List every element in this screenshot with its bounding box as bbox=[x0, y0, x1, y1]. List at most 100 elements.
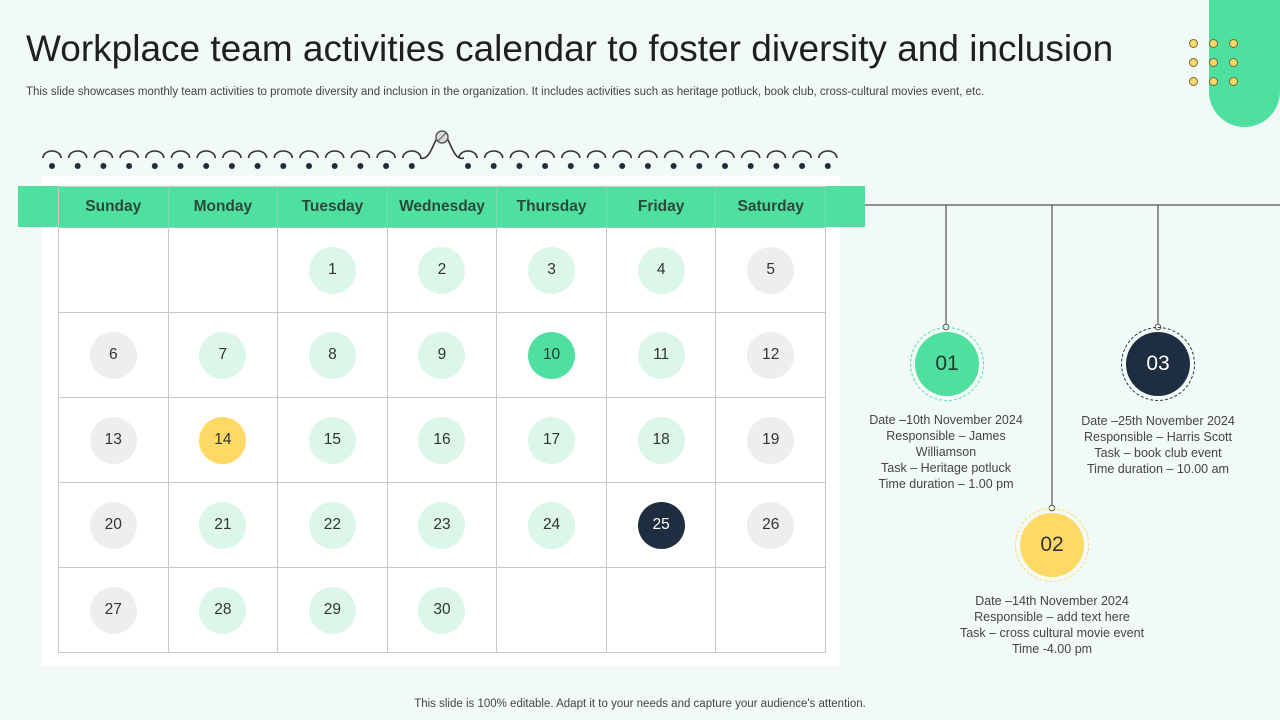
date-circle: 18 bbox=[637, 416, 685, 464]
event-marker-1: 01 bbox=[910, 327, 984, 401]
calendar-cell bbox=[497, 568, 607, 653]
date-circle: 22 bbox=[308, 501, 356, 549]
event-marker-3: 03 bbox=[1121, 327, 1195, 401]
calendar-cell: 23 bbox=[387, 483, 498, 568]
calendar-cell: 27 bbox=[59, 568, 169, 653]
date-circle: 4 bbox=[637, 246, 685, 294]
event-number-1: 01 bbox=[915, 332, 979, 396]
calendar-cell bbox=[606, 568, 717, 653]
date-circle: 3 bbox=[528, 246, 576, 294]
date-circle: 21 bbox=[199, 501, 247, 549]
calendar-grid: Sunday Monday Tuesday Wednesday Thursday Frid… bbox=[58, 186, 826, 653]
date-circle: 7 bbox=[199, 331, 247, 379]
calendar-cell: 3 bbox=[497, 228, 607, 313]
event-line: Task – book club event bbox=[1094, 446, 1222, 460]
event-number-3: 03 bbox=[1126, 332, 1190, 396]
page-title: Workplace team activities calendar to fo… bbox=[26, 28, 1114, 69]
date-circle: 26 bbox=[747, 501, 795, 549]
event-line: Date –14th November 2024 bbox=[975, 594, 1129, 608]
calendar-binder-rings bbox=[42, 130, 838, 169]
event-line: Task – cross cultural movie event bbox=[959, 626, 1145, 640]
date-circle: 15 bbox=[308, 416, 356, 464]
event-line: Date –10th November 2024 bbox=[869, 413, 1023, 427]
calendar-cell: 18 bbox=[606, 398, 717, 483]
calendar-cell: 8 bbox=[278, 313, 388, 398]
calendar-cell: 24 bbox=[497, 483, 607, 568]
weekday-header: Sunday bbox=[59, 187, 169, 228]
date-circle: 14 bbox=[199, 416, 247, 464]
date-circle: 12 bbox=[747, 331, 795, 379]
event-number-2: 02 bbox=[1020, 513, 1084, 577]
date-circle: 1 bbox=[308, 246, 356, 294]
date-circle: 29 bbox=[308, 586, 356, 634]
date-circle: 8 bbox=[308, 331, 356, 379]
event-line: Task – Heritage potluck bbox=[881, 461, 1011, 475]
event-details-3: Date –25th November 2024 Responsible – H… bbox=[1068, 413, 1248, 477]
date-circle: 24 bbox=[528, 501, 576, 549]
weekday-header: Monday bbox=[168, 187, 279, 228]
calendar-cell: 28 bbox=[168, 568, 279, 653]
weekday-header: Thursday bbox=[497, 187, 607, 228]
calendar-cell: 10 bbox=[497, 313, 607, 398]
calendar-cell: 16 bbox=[387, 398, 498, 483]
calendar-cell: 13 bbox=[59, 398, 169, 483]
date-circle: 25 bbox=[637, 501, 685, 549]
calendar-cell: 12 bbox=[716, 313, 826, 398]
calendar-cell bbox=[168, 228, 279, 313]
event-line: Time duration – 1.00 pm bbox=[878, 477, 1014, 491]
calendar-cell: 6 bbox=[59, 313, 169, 398]
footer-note: This slide is 100% editable. Adapt it to… bbox=[414, 698, 866, 710]
date-circle: 23 bbox=[418, 501, 466, 549]
event-details-2: Date –14th November 2024 Responsible – a… bbox=[942, 593, 1162, 657]
calendar-cell bbox=[716, 568, 826, 653]
dot-grid-decoration bbox=[1189, 39, 1241, 91]
calendar-cell: 21 bbox=[168, 483, 279, 568]
date-circle: 27 bbox=[89, 586, 137, 634]
event-line: Responsible – add text here bbox=[974, 610, 1130, 624]
weekday-header: Wednesday bbox=[387, 187, 498, 228]
calendar-cell bbox=[59, 228, 169, 313]
calendar-cell: 22 bbox=[278, 483, 388, 568]
calendar-cell: 14 bbox=[168, 398, 279, 483]
page-subtitle: This slide showcases monthly team activi… bbox=[26, 86, 985, 98]
event-line: Responsible – Harris Scott bbox=[1084, 430, 1232, 444]
weekday-header: Saturday bbox=[716, 187, 826, 228]
corner-decoration bbox=[1209, 0, 1280, 127]
calendar-cell: 4 bbox=[606, 228, 717, 313]
date-circle: 19 bbox=[747, 416, 795, 464]
calendar-cell: 17 bbox=[497, 398, 607, 483]
calendar-cell: 29 bbox=[278, 568, 388, 653]
calendar-cell: 19 bbox=[716, 398, 826, 483]
event-marker-2: 02 bbox=[1015, 508, 1089, 582]
calendar-cell: 25 bbox=[606, 483, 717, 568]
weekday-header: Tuesday bbox=[278, 187, 388, 228]
calendar-cell: 30 bbox=[387, 568, 498, 653]
event-line: Responsible – James bbox=[886, 429, 1006, 443]
calendar-header-bar bbox=[18, 186, 865, 227]
calendar-cell: 1 bbox=[278, 228, 388, 313]
date-circle: 17 bbox=[528, 416, 576, 464]
date-circle: 16 bbox=[418, 416, 466, 464]
date-circle: 11 bbox=[637, 331, 685, 379]
date-circle: 28 bbox=[199, 586, 247, 634]
calendar-cell: 11 bbox=[606, 313, 717, 398]
calendar-cell: 20 bbox=[59, 483, 169, 568]
date-circle: 10 bbox=[528, 331, 576, 379]
date-circle: 2 bbox=[418, 246, 466, 294]
weekday-header: Friday bbox=[606, 187, 717, 228]
calendar-cell: 5 bbox=[716, 228, 826, 313]
calendar-cell: 7 bbox=[168, 313, 279, 398]
date-circle: 20 bbox=[89, 501, 137, 549]
date-circle: 6 bbox=[89, 331, 137, 379]
calendar-cell: 9 bbox=[387, 313, 498, 398]
calendar-cell: 26 bbox=[716, 483, 826, 568]
calendar-cell: 2 bbox=[387, 228, 498, 313]
event-line: Williamson bbox=[915, 445, 977, 459]
date-circle: 30 bbox=[418, 586, 466, 634]
event-line: Date –25th November 2024 bbox=[1081, 414, 1235, 428]
date-circle: 5 bbox=[747, 246, 795, 294]
event-details-1: Date –10th November 2024 Responsible – J… bbox=[856, 412, 1036, 492]
event-line: Time -4.00 pm bbox=[1011, 642, 1093, 656]
event-line: Time duration – 10.00 am bbox=[1087, 462, 1229, 476]
date-circle: 9 bbox=[418, 331, 466, 379]
